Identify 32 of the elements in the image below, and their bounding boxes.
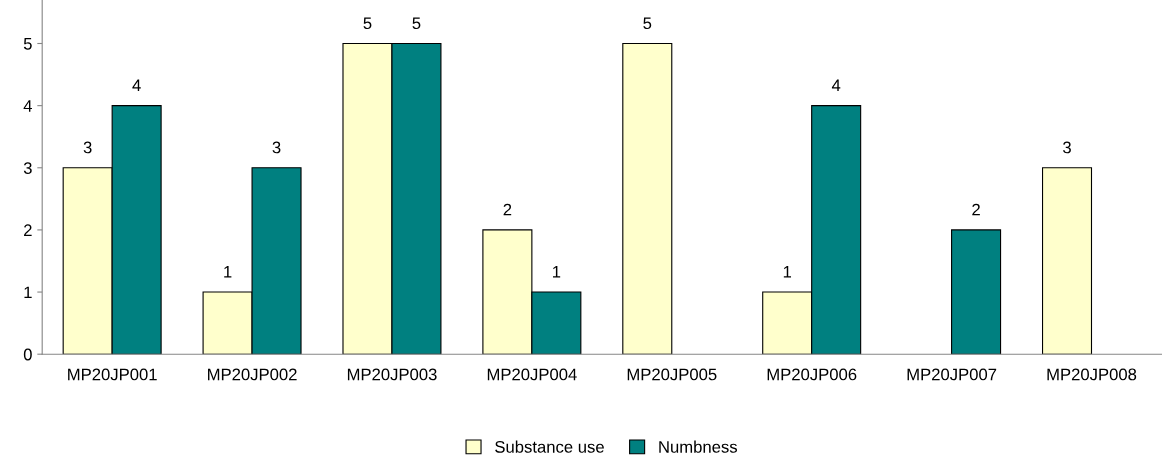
data-label: 2: [503, 203, 512, 216]
y-tick-label: 5: [23, 38, 32, 50]
data-label: 4: [831, 79, 841, 92]
data-label: 1: [783, 266, 792, 278]
legend-label: Numbness: [659, 440, 738, 453]
data-label: 5: [643, 17, 652, 30]
data-label: 3: [272, 141, 281, 154]
y-tick-label: 1: [24, 286, 32, 299]
x-tick-label: MP20JP006: [767, 368, 857, 381]
y-tick-label: 3: [23, 162, 32, 174]
x-tick-label: MP20JP004: [487, 368, 577, 381]
data-label: 3: [1063, 141, 1071, 154]
data-label: 3: [83, 141, 92, 154]
legend-label: Substance use: [495, 440, 604, 453]
x-tick-label: MP20JP002: [208, 368, 297, 381]
data-label: 5: [412, 17, 421, 30]
data-label: 1: [552, 266, 561, 278]
y-tick-label: 2: [24, 224, 32, 236]
bar: [951, 229, 1002, 355]
x-tick-label: MP20JP001: [68, 368, 157, 381]
x-tick-label: MP20JP003: [347, 368, 437, 381]
data-label: 4: [132, 79, 141, 92]
data-label: 2: [972, 203, 980, 216]
x-tick-label: MP20JP007: [907, 368, 997, 381]
x-tick-label: MP20JP008: [1047, 368, 1137, 381]
x-tick-label: MP20JP005: [627, 368, 717, 381]
y-tick-label: 0: [23, 348, 32, 361]
bar: [1041, 167, 1093, 355]
data-label: 1: [224, 266, 232, 278]
bar: [622, 42, 673, 355]
y-tick-label: 4: [23, 100, 32, 112]
data-label: 5: [363, 17, 372, 30]
